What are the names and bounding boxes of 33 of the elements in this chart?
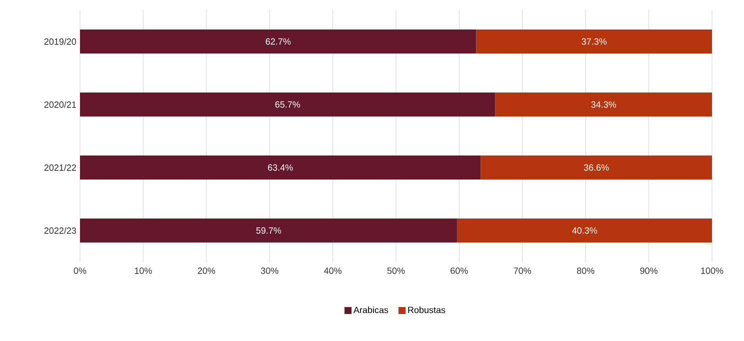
- data-label: 36.6%: [584, 164, 609, 171]
- data-label: 40.3%: [572, 227, 598, 234]
- y-tick-label: 2022/23: [44, 227, 76, 234]
- data-label: 37.3%: [582, 38, 607, 45]
- bar: [480, 156, 712, 180]
- x-tick-label: 100%: [701, 268, 724, 274]
- x-tick-label: 20%: [198, 268, 216, 274]
- bar: [495, 92, 712, 117]
- bar: [80, 218, 458, 243]
- x-tick-label: 30%: [260, 268, 278, 274]
- y-tick-label: 2020/21: [44, 101, 76, 108]
- data-label: 34.3%: [591, 101, 616, 108]
- x-tick-label: 80%: [576, 268, 594, 274]
- legend-label: Robustas: [408, 306, 446, 314]
- x-tick-label: 60%: [450, 268, 468, 274]
- x-tick-label: 50%: [387, 268, 405, 274]
- x-tick-label: 70%: [514, 268, 532, 274]
- x-tick-label: 90%: [640, 268, 658, 274]
- data-label: 59.7%: [256, 227, 282, 234]
- x-tick-label: 40%: [324, 268, 342, 274]
- y-tick-label: 2021/22: [44, 164, 76, 171]
- bar: [457, 218, 712, 243]
- bar: [80, 30, 476, 54]
- data-label: 65.7%: [275, 101, 300, 108]
- legend-label: Arabicas: [354, 306, 388, 314]
- bar: [80, 92, 496, 117]
- x-tick-label: 0%: [74, 268, 86, 274]
- x-tick-label: 10%: [134, 268, 152, 274]
- data-label: 62.7%: [266, 38, 291, 45]
- data-label: 63.4%: [268, 164, 293, 171]
- bar: [80, 156, 481, 180]
- y-tick-label: 2019/20: [44, 38, 76, 45]
- bar: [476, 30, 712, 54]
